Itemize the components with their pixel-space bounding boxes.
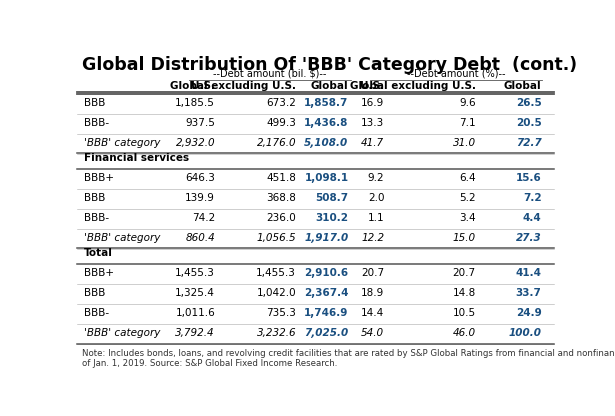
- Text: 'BBB' category: 'BBB' category: [84, 138, 161, 148]
- Text: 27.3: 27.3: [516, 233, 542, 243]
- Text: 1,185.5: 1,185.5: [175, 98, 215, 108]
- Text: 646.3: 646.3: [185, 173, 215, 183]
- Text: 20.7: 20.7: [361, 268, 384, 278]
- Text: 20.5: 20.5: [516, 118, 542, 128]
- Text: U.S.: U.S.: [191, 81, 215, 91]
- Text: 3,792.4: 3,792.4: [175, 328, 215, 338]
- Text: 2,910.6: 2,910.6: [304, 268, 349, 278]
- Text: 7.2: 7.2: [523, 193, 542, 203]
- Text: 18.9: 18.9: [361, 288, 384, 298]
- Text: 1,325.4: 1,325.4: [175, 288, 215, 298]
- Text: Global: Global: [311, 81, 349, 91]
- Text: BBB: BBB: [84, 193, 105, 203]
- Text: 15.0: 15.0: [453, 233, 476, 243]
- Text: Total: Total: [84, 248, 113, 258]
- Text: 7.1: 7.1: [459, 118, 476, 128]
- Text: 3.4: 3.4: [459, 213, 476, 223]
- Text: 13.3: 13.3: [361, 118, 384, 128]
- Text: BBB+: BBB+: [84, 268, 114, 278]
- Text: 1,858.7: 1,858.7: [304, 98, 349, 108]
- Text: 508.7: 508.7: [315, 193, 349, 203]
- Text: BBB: BBB: [84, 98, 105, 108]
- Text: 937.5: 937.5: [185, 118, 215, 128]
- Text: BBB+: BBB+: [84, 173, 114, 183]
- Text: 10.5: 10.5: [453, 308, 476, 318]
- Text: 16.9: 16.9: [361, 98, 384, 108]
- Text: 1,455.3: 1,455.3: [256, 268, 296, 278]
- Text: 46.0: 46.0: [453, 328, 476, 338]
- Text: 1,455.3: 1,455.3: [175, 268, 215, 278]
- Text: 'BBB' category: 'BBB' category: [84, 328, 161, 338]
- Text: 236.0: 236.0: [266, 213, 296, 223]
- Text: 4.4: 4.4: [523, 213, 542, 223]
- Text: 9.2: 9.2: [368, 173, 384, 183]
- Text: 3,232.6: 3,232.6: [256, 328, 296, 338]
- Text: 2,367.4: 2,367.4: [304, 288, 349, 298]
- Text: 'BBB' category: 'BBB' category: [84, 233, 161, 243]
- Text: 368.8: 368.8: [266, 193, 296, 203]
- Text: 14.4: 14.4: [361, 308, 384, 318]
- Text: 41.4: 41.4: [515, 268, 542, 278]
- Text: 1.1: 1.1: [368, 213, 384, 223]
- Text: --Debt amount (%)--: --Debt amount (%)--: [407, 68, 505, 79]
- Text: 1,917.0: 1,917.0: [304, 233, 349, 243]
- Text: 499.3: 499.3: [266, 118, 296, 128]
- Text: 72.7: 72.7: [516, 138, 542, 148]
- Text: 54.0: 54.0: [361, 328, 384, 338]
- Text: 6.4: 6.4: [459, 173, 476, 183]
- Text: 1,011.6: 1,011.6: [175, 308, 215, 318]
- Text: Financial services: Financial services: [84, 153, 189, 163]
- Text: --Debt amount (bil. $)--: --Debt amount (bil. $)--: [213, 68, 327, 79]
- Text: Global excluding U.S.: Global excluding U.S.: [350, 81, 476, 91]
- Text: Global Distribution Of 'BBB' Category Debt  (cont.): Global Distribution Of 'BBB' Category De…: [82, 56, 577, 74]
- Text: 1,042.0: 1,042.0: [256, 288, 296, 298]
- Text: 24.9: 24.9: [516, 308, 542, 318]
- Text: 12.2: 12.2: [361, 233, 384, 243]
- Text: Global excluding U.S.: Global excluding U.S.: [170, 81, 296, 91]
- Text: 100.0: 100.0: [509, 328, 542, 338]
- Text: 15.6: 15.6: [516, 173, 542, 183]
- Text: 7,025.0: 7,025.0: [304, 328, 349, 338]
- Text: BBB-: BBB-: [84, 118, 109, 128]
- Text: 20.7: 20.7: [453, 268, 476, 278]
- Text: BBB-: BBB-: [84, 308, 109, 318]
- Text: 735.3: 735.3: [266, 308, 296, 318]
- Text: 26.5: 26.5: [516, 98, 542, 108]
- Text: Global: Global: [504, 81, 542, 91]
- Text: 5,108.0: 5,108.0: [304, 138, 349, 148]
- Text: 2.0: 2.0: [368, 193, 384, 203]
- Text: 673.2: 673.2: [266, 98, 296, 108]
- Text: 31.0: 31.0: [453, 138, 476, 148]
- Text: 9.6: 9.6: [459, 98, 476, 108]
- Text: 451.8: 451.8: [266, 173, 296, 183]
- Text: 5.2: 5.2: [459, 193, 476, 203]
- Text: 1,056.5: 1,056.5: [256, 233, 296, 243]
- Text: 41.7: 41.7: [361, 138, 384, 148]
- Text: U.S.: U.S.: [360, 81, 384, 91]
- Text: 2,176.0: 2,176.0: [256, 138, 296, 148]
- Text: 14.8: 14.8: [453, 288, 476, 298]
- Text: Note: Includes bonds, loans, and revolving credit facilities that are rated by S: Note: Includes bonds, loans, and revolvi…: [82, 349, 615, 368]
- Text: 74.2: 74.2: [192, 213, 215, 223]
- Text: 2,932.0: 2,932.0: [175, 138, 215, 148]
- Text: BBB-: BBB-: [84, 213, 109, 223]
- Text: 1,746.9: 1,746.9: [304, 308, 349, 318]
- Text: 310.2: 310.2: [315, 213, 349, 223]
- Text: 860.4: 860.4: [185, 233, 215, 243]
- Text: 33.7: 33.7: [516, 288, 542, 298]
- Text: 1,436.8: 1,436.8: [304, 118, 349, 128]
- Text: 139.9: 139.9: [185, 193, 215, 203]
- Text: 1,098.1: 1,098.1: [304, 173, 349, 183]
- Text: BBB: BBB: [84, 288, 105, 298]
